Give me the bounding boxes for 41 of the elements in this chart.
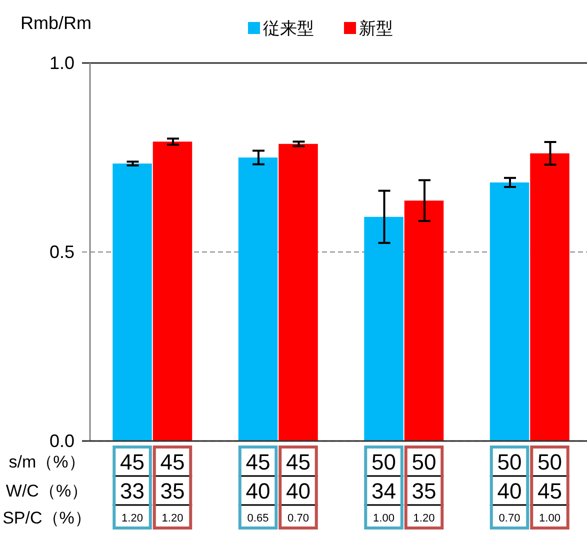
text: 50 [538,450,562,474]
text: 40 [497,478,522,504]
bar [278,144,318,441]
text: 1.00 [539,512,560,524]
bar [112,164,152,441]
text: 40 [246,478,270,504]
y-tick-label: 0.0 [49,431,75,451]
text: 1.20 [162,512,184,524]
text: 1.00 [373,512,394,524]
text: 34 [372,478,396,504]
legend-label: 従来型 [263,19,314,38]
bar [404,200,444,441]
text: 45 [286,450,310,474]
text: 50 [497,450,522,474]
bar [490,182,530,441]
text: 33 [120,478,144,504]
text: 1.20 [413,512,435,524]
text: 50 [412,450,436,474]
y-axis-title: Rmb/Rm [20,13,92,33]
text: 45 [538,478,562,504]
text: 1.20 [122,512,143,524]
text: 35 [160,478,185,504]
text: 50 [372,450,396,474]
text: SP/C（%） [2,508,92,528]
text: 0.70 [288,512,309,524]
legend-label: 新型 [359,19,393,38]
text: 0.65 [247,512,269,524]
text: 0.70 [498,512,520,524]
text: s/m（%） [8,452,86,472]
bar [152,142,192,441]
text: 45 [120,450,144,474]
text: 45 [246,450,270,474]
bar [238,158,278,441]
y-tick-label: 0.5 [49,242,75,262]
bar [364,216,404,441]
text: 45 [160,450,185,474]
text: 35 [412,478,436,504]
text: W/C（%） [6,482,88,500]
bar [530,153,570,441]
text: 40 [286,478,310,504]
y-tick-label: 1.0 [49,53,75,73]
